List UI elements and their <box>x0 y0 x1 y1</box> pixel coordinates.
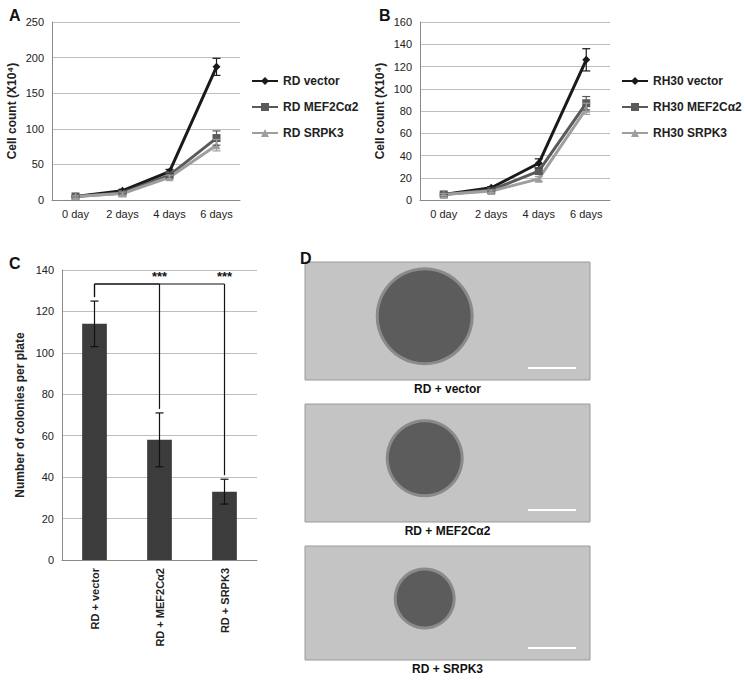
svg-text:60: 60 <box>400 127 412 139</box>
svg-text:4 days: 4 days <box>153 208 186 220</box>
svg-text:0: 0 <box>48 554 54 566</box>
svg-text:RH30 vector: RH30 vector <box>653 74 723 88</box>
svg-text:200: 200 <box>26 52 44 64</box>
svg-text:RD + MEF2Cα2: RD + MEF2Cα2 <box>154 568 166 647</box>
svg-text:50: 50 <box>32 158 44 170</box>
svg-text:0: 0 <box>38 194 44 206</box>
svg-text:RD vector: RD vector <box>283 74 340 88</box>
svg-text:RD MEF2Cα2: RD MEF2Cα2 <box>283 100 359 114</box>
svg-text:0: 0 <box>406 194 412 206</box>
svg-text:4 days: 4 days <box>523 208 556 220</box>
svg-text:RD + vector: RD + vector <box>414 382 481 396</box>
svg-text:B: B <box>379 7 391 24</box>
svg-text:120: 120 <box>36 305 54 317</box>
svg-text:100: 100 <box>36 347 54 359</box>
svg-text:RD + MEF2Cα2: RD + MEF2Cα2 <box>405 524 491 538</box>
svg-text:RH30 SRPK3: RH30 SRPK3 <box>653 126 727 140</box>
svg-text:A: A <box>9 7 21 24</box>
svg-text:RD + SRPK3: RD + SRPK3 <box>412 662 483 676</box>
svg-text:RD SRPK3: RD SRPK3 <box>283 126 344 140</box>
svg-text:D: D <box>300 250 312 267</box>
svg-text:0 day: 0 day <box>430 208 457 220</box>
svg-text:40: 40 <box>42 471 54 483</box>
svg-text:***: *** <box>152 269 168 284</box>
svg-text:80: 80 <box>42 388 54 400</box>
svg-text:120: 120 <box>394 61 412 73</box>
svg-text:6 days: 6 days <box>200 208 233 220</box>
svg-text:140: 140 <box>394 38 412 50</box>
svg-text:150: 150 <box>26 87 44 99</box>
svg-text:RH30 MEF2Cα2: RH30 MEF2Cα2 <box>653 100 742 114</box>
svg-text:100: 100 <box>394 83 412 95</box>
svg-text:160: 160 <box>394 16 412 28</box>
svg-text:RD + vector: RD + vector <box>89 567 101 629</box>
svg-text:60: 60 <box>42 430 54 442</box>
svg-text:2 days: 2 days <box>106 208 139 220</box>
svg-text:2 days: 2 days <box>475 208 508 220</box>
svg-text:140: 140 <box>36 264 54 276</box>
svg-text:80: 80 <box>400 105 412 117</box>
svg-text:6 days: 6 days <box>570 208 603 220</box>
svg-text:20: 20 <box>400 172 412 184</box>
svg-text:0 day: 0 day <box>62 208 89 220</box>
svg-text:RD + SRPK3: RD + SRPK3 <box>219 568 231 633</box>
svg-text:Cell count (X10⁴): Cell count (X10⁴) <box>5 63 19 160</box>
svg-text:250: 250 <box>26 16 44 28</box>
svg-text:***: *** <box>217 269 233 284</box>
svg-text:Number of colonies per plate: Number of colonies per plate <box>13 332 27 498</box>
svg-text:C: C <box>9 255 21 272</box>
svg-text:Cell count (X10⁴): Cell count (X10⁴) <box>373 63 387 160</box>
svg-text:40: 40 <box>400 150 412 162</box>
svg-text:20: 20 <box>42 513 54 525</box>
svg-text:100: 100 <box>26 123 44 135</box>
